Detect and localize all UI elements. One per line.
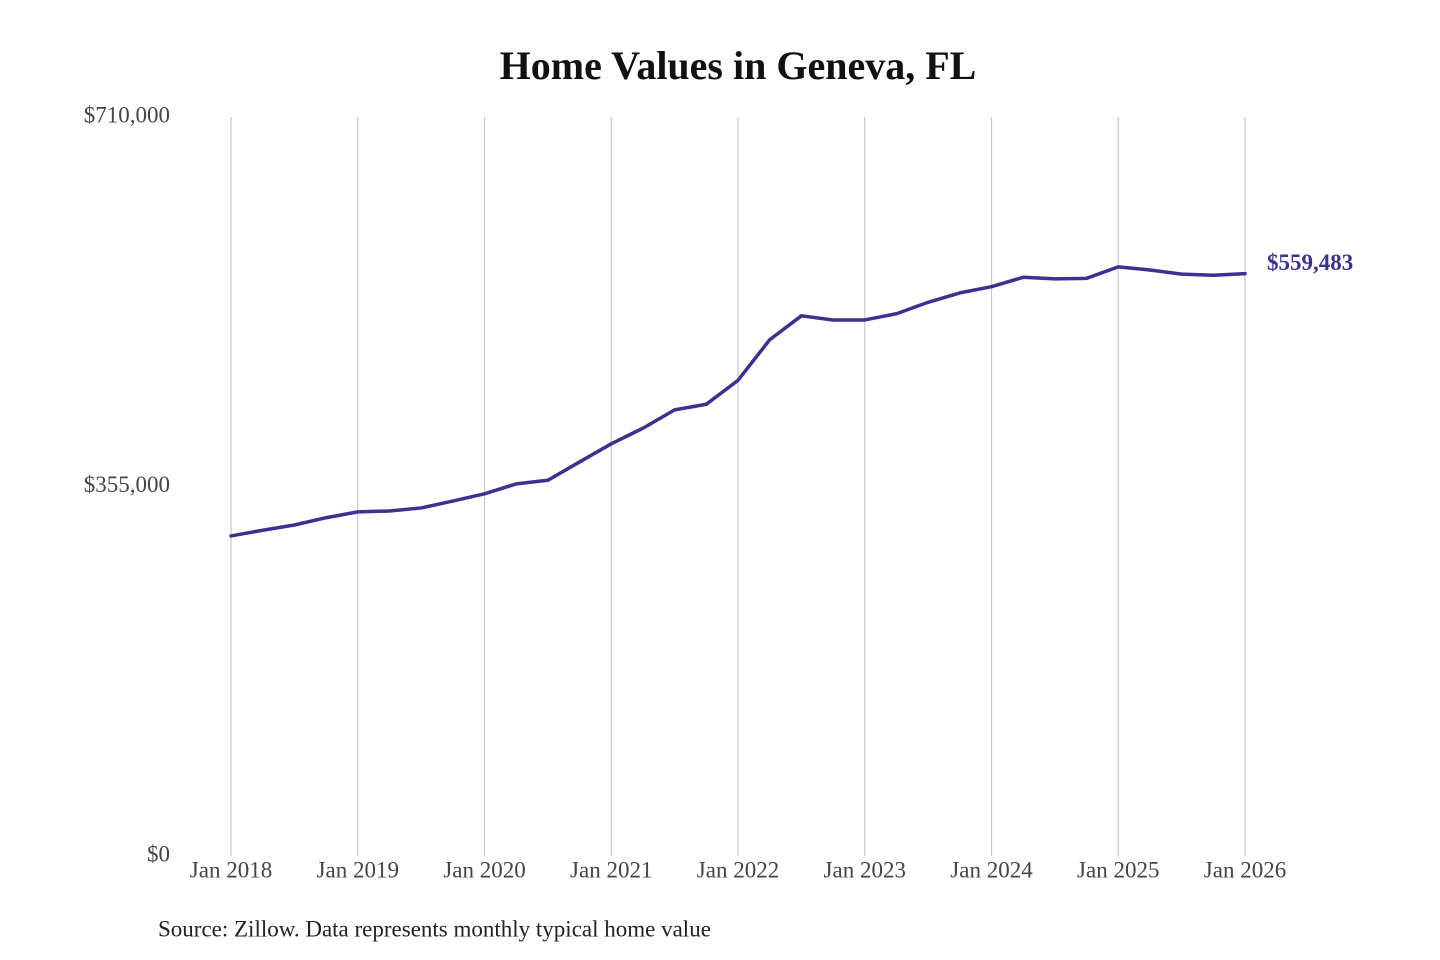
x-tick-label: Jan 2018 xyxy=(190,857,272,882)
y-tick-label: $710,000 xyxy=(84,102,170,127)
value-label: $559,483 xyxy=(1267,250,1353,275)
x-tick-label: Jan 2019 xyxy=(317,857,399,882)
x-tick-label: Jan 2026 xyxy=(1204,857,1286,882)
x-tick-label: Jan 2021 xyxy=(570,857,652,882)
x-tick-label: Jan 2020 xyxy=(443,857,525,882)
source-note: Source: Zillow. Data represents monthly … xyxy=(158,916,711,941)
data-line xyxy=(229,265,1247,538)
x-tick-label: Jan 2024 xyxy=(950,857,1033,882)
y-tick-label: $355,000 xyxy=(84,472,170,497)
x-tick-label: Jan 2023 xyxy=(824,857,906,882)
y-tick-label: $0 xyxy=(147,841,170,866)
x-tick-label: Jan 2022 xyxy=(697,857,779,882)
x-tick-label: Jan 2025 xyxy=(1077,857,1159,882)
chart-title: Home Values in Geneva, FL xyxy=(500,43,977,88)
